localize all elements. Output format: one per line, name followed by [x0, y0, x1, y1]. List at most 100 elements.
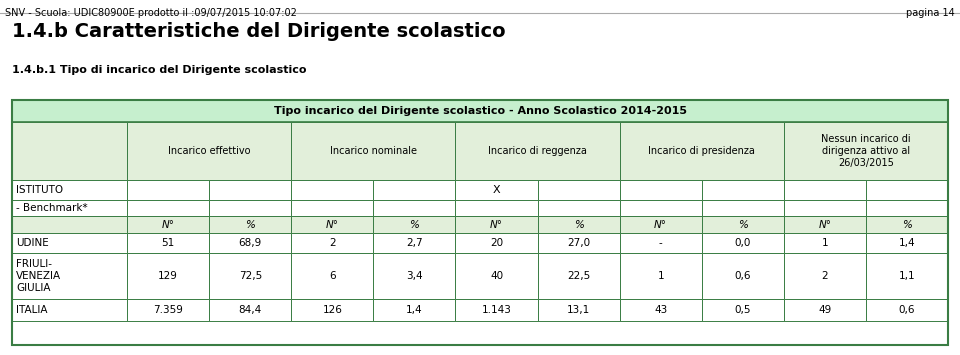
- Bar: [866, 253, 948, 299]
- Bar: [373, 200, 455, 216]
- Bar: [783, 180, 866, 200]
- Bar: [783, 299, 866, 321]
- Bar: [702, 253, 783, 299]
- Bar: [455, 122, 619, 180]
- Bar: [127, 122, 291, 180]
- Bar: [291, 253, 373, 299]
- Bar: [866, 200, 948, 216]
- Bar: [619, 180, 702, 200]
- Bar: [12, 100, 948, 122]
- Text: 126: 126: [323, 305, 343, 315]
- Text: 3,4: 3,4: [406, 271, 422, 281]
- Text: 84,4: 84,4: [239, 305, 262, 315]
- Text: 1: 1: [658, 271, 664, 281]
- Bar: [455, 253, 538, 299]
- Bar: [538, 180, 619, 200]
- Text: 1,1: 1,1: [899, 271, 915, 281]
- Bar: [783, 122, 948, 180]
- Bar: [12, 200, 127, 216]
- Text: X: X: [492, 185, 500, 195]
- Text: 2,7: 2,7: [406, 238, 422, 248]
- Text: 13,1: 13,1: [567, 305, 590, 315]
- Bar: [538, 200, 619, 216]
- Text: N°: N°: [654, 219, 667, 229]
- Bar: [619, 200, 702, 216]
- Text: 22,5: 22,5: [567, 271, 590, 281]
- Text: N°: N°: [490, 219, 503, 229]
- Text: N°: N°: [818, 219, 831, 229]
- Bar: [538, 253, 619, 299]
- Bar: [538, 233, 619, 253]
- Bar: [866, 216, 948, 233]
- Text: Incarico effettivo: Incarico effettivo: [168, 146, 251, 156]
- Bar: [12, 216, 127, 233]
- Bar: [783, 233, 866, 253]
- Bar: [866, 299, 948, 321]
- Bar: [619, 122, 783, 180]
- Text: ITALIA: ITALIA: [16, 305, 47, 315]
- Text: 20: 20: [490, 238, 503, 248]
- Bar: [866, 233, 948, 253]
- Text: 1.143: 1.143: [482, 305, 512, 315]
- Bar: [702, 233, 783, 253]
- Text: 1.4.b Caratteristiche del Dirigente scolastico: 1.4.b Caratteristiche del Dirigente scol…: [12, 22, 506, 41]
- Text: 0,0: 0,0: [734, 238, 751, 248]
- Bar: [209, 233, 291, 253]
- Bar: [12, 122, 127, 180]
- Bar: [455, 180, 538, 200]
- Bar: [373, 216, 455, 233]
- Bar: [209, 180, 291, 200]
- Bar: [373, 233, 455, 253]
- Text: %: %: [246, 219, 255, 229]
- Bar: [373, 253, 455, 299]
- Bar: [619, 216, 702, 233]
- Text: 27,0: 27,0: [567, 238, 590, 248]
- Bar: [538, 216, 619, 233]
- Text: -: -: [659, 238, 662, 248]
- Bar: [12, 299, 127, 321]
- Bar: [209, 216, 291, 233]
- Bar: [209, 299, 291, 321]
- Bar: [12, 100, 948, 345]
- Bar: [127, 299, 209, 321]
- Text: Tipo incarico del Dirigente scolastico - Anno Scolastico 2014-2015: Tipo incarico del Dirigente scolastico -…: [274, 106, 686, 116]
- Bar: [209, 200, 291, 216]
- Bar: [291, 180, 373, 200]
- Text: 2: 2: [329, 238, 336, 248]
- Text: Incarico di reggenza: Incarico di reggenza: [488, 146, 587, 156]
- Text: %: %: [410, 219, 420, 229]
- Text: 129: 129: [158, 271, 179, 281]
- Bar: [291, 122, 455, 180]
- Bar: [127, 200, 209, 216]
- Bar: [12, 233, 127, 253]
- Text: Incarico di presidenza: Incarico di presidenza: [648, 146, 756, 156]
- Bar: [619, 233, 702, 253]
- Bar: [702, 200, 783, 216]
- Text: 43: 43: [654, 305, 667, 315]
- Text: 0,5: 0,5: [734, 305, 751, 315]
- Text: 40: 40: [490, 271, 503, 281]
- Bar: [127, 233, 209, 253]
- Bar: [12, 180, 127, 200]
- Bar: [127, 180, 209, 200]
- Text: 0,6: 0,6: [899, 305, 915, 315]
- Text: %: %: [574, 219, 584, 229]
- Bar: [538, 299, 619, 321]
- Text: UDINE: UDINE: [16, 238, 49, 248]
- Text: %: %: [738, 219, 748, 229]
- Bar: [702, 180, 783, 200]
- Bar: [12, 253, 127, 299]
- Bar: [209, 253, 291, 299]
- Text: 0,6: 0,6: [734, 271, 751, 281]
- Text: FRIULI-
VENEZIA
GIULIA: FRIULI- VENEZIA GIULIA: [16, 260, 61, 293]
- Text: 1.4.b.1 Tipo di incarico del Dirigente scolastico: 1.4.b.1 Tipo di incarico del Dirigente s…: [12, 65, 306, 75]
- Bar: [373, 299, 455, 321]
- Bar: [455, 299, 538, 321]
- Text: 1,4: 1,4: [899, 238, 915, 248]
- Bar: [127, 253, 209, 299]
- Bar: [291, 299, 373, 321]
- Bar: [702, 216, 783, 233]
- Text: pagina 14: pagina 14: [906, 8, 955, 18]
- Bar: [866, 180, 948, 200]
- Text: 68,9: 68,9: [239, 238, 262, 248]
